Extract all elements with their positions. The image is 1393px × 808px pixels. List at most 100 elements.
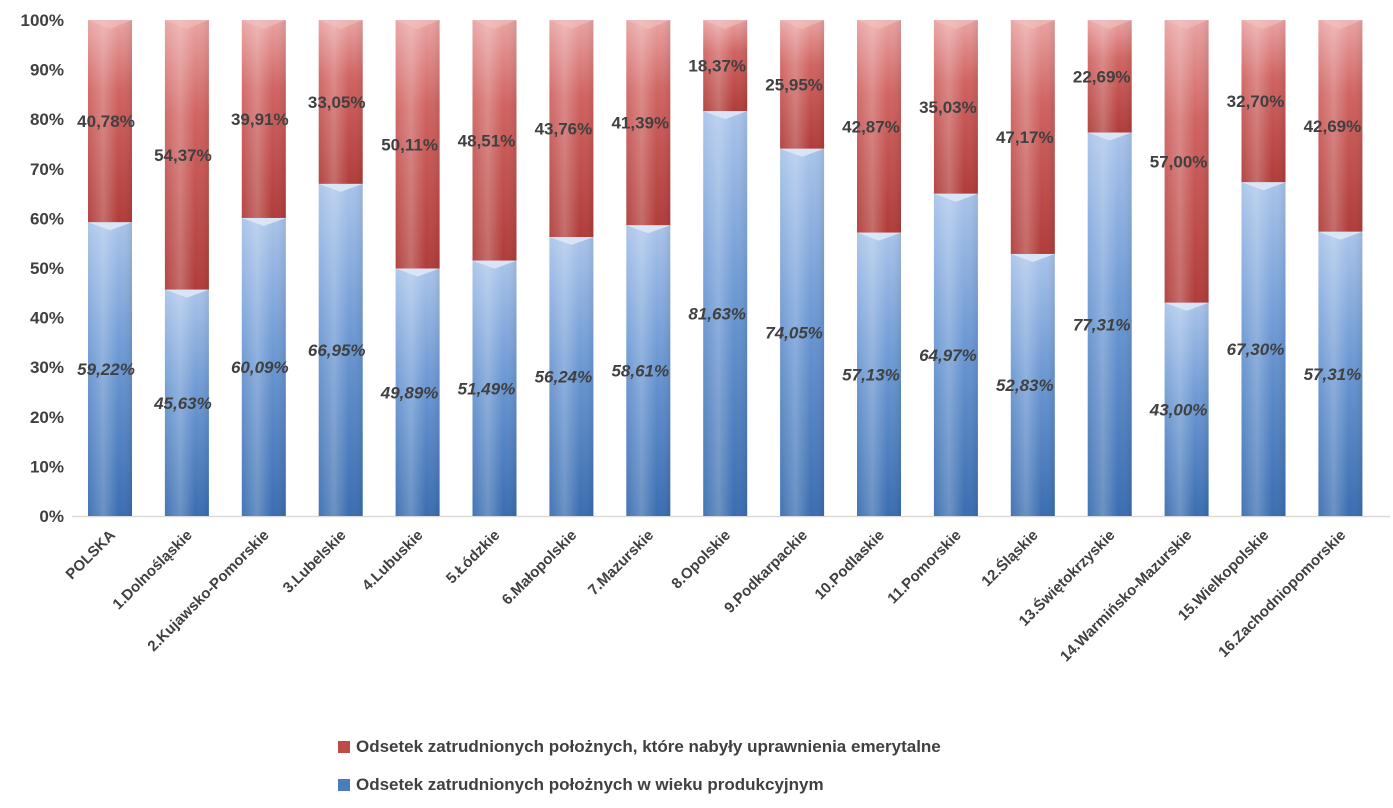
y-tick-label: 0%: [39, 507, 64, 526]
x-tick-label: 11.Pomorskie: [884, 527, 964, 607]
bar-top-bevel: [472, 20, 517, 29]
bar-seam-bevel: [1164, 302, 1209, 311]
bar-seam-bevel: [933, 193, 978, 202]
data-label-red: 42,87%: [842, 117, 900, 136]
bar-top-bevel: [1087, 20, 1132, 29]
bar-shine-blue: [857, 232, 901, 516]
data-label-blue: 67,30%: [1227, 340, 1285, 359]
y-tick-label: 70%: [30, 160, 64, 179]
data-label-blue: 56,24%: [535, 368, 593, 387]
bar-top-bevel: [703, 20, 748, 29]
bar-shine-red: [88, 20, 132, 223]
bar-shine-red: [318, 20, 363, 184]
bar-top-bevel: [857, 20, 901, 29]
legend-item-red: Odsetek zatrudnionych położnych, które n…: [338, 737, 1238, 757]
data-label-blue: 74,05%: [765, 323, 823, 342]
bar-seam-bevel: [780, 148, 825, 157]
data-label-red: 25,95%: [765, 75, 823, 94]
x-tick-label: 8.Opolskie: [668, 527, 734, 593]
bar-shine-red: [933, 20, 978, 194]
bar-top-bevel: [780, 20, 825, 29]
bar-shine-blue: [780, 148, 825, 516]
bar-top-bevel: [164, 20, 209, 29]
data-label-blue: 51,49%: [458, 379, 516, 398]
x-tick-label: 10.Podlaskie: [812, 527, 888, 603]
x-tick-label: 16.Zachodniopomorskie: [1215, 527, 1349, 661]
bar-top-bevel: [395, 20, 440, 29]
x-tick-label: 12.Śląskie: [978, 526, 1042, 590]
data-label-red: 43,76%: [535, 120, 593, 139]
data-label-red: 40,78%: [77, 112, 135, 131]
bar-shine-red: [1241, 20, 1286, 183]
x-tick-label: POLSKA: [63, 527, 119, 583]
data-label-red: 41,39%: [611, 114, 669, 133]
bar-shine-red: [703, 20, 748, 112]
axes: 0% 10% 20% 30% 40% 50% 60% 70% 80% 90% 100%: [21, 11, 1390, 526]
bar-shine-red: [626, 20, 671, 226]
bar-top-bevel: [549, 20, 594, 29]
bar-seam-bevel: [1318, 231, 1363, 240]
bar-shine-blue: [164, 289, 209, 516]
bar-seam-bevel: [1087, 132, 1132, 141]
y-tick-label: 50%: [30, 259, 64, 278]
data-label-red: 48,51%: [458, 131, 516, 150]
bar-shine-blue: [472, 260, 517, 516]
data-label-blue: 43,00%: [1149, 400, 1208, 419]
bar-shine-blue: [395, 268, 440, 516]
data-label-red: 54,37%: [154, 146, 212, 165]
bar-shine-red: [1318, 20, 1363, 232]
bar-shine-blue: [241, 217, 286, 516]
bar-seam-bevel: [164, 289, 209, 298]
bar-seam-bevel: [241, 217, 286, 226]
bar-shine-blue: [318, 183, 363, 517]
bar-top-bevel: [88, 20, 132, 29]
data-label-blue: 77,31%: [1073, 315, 1131, 334]
bar-shine-blue: [933, 193, 978, 517]
y-tick-label: 100%: [21, 11, 64, 30]
bar-shine-blue: [1241, 182, 1286, 516]
data-label-blue: 81,63%: [688, 305, 746, 324]
legend-label-blue: Odsetek zatrudnionych położnych w wieku …: [356, 775, 824, 794]
legend-swatch-red: [338, 741, 350, 753]
data-label-blue: 52,83%: [996, 376, 1054, 395]
y-tick-label: 90%: [30, 61, 64, 80]
bar-seam-bevel: [626, 225, 671, 234]
y-tick-label: 40%: [30, 309, 64, 328]
bar-seam-bevel: [1010, 253, 1055, 262]
x-tick-label: 14.Warmińsko-Mazurskie: [1057, 527, 1195, 665]
bar-shine-blue: [88, 222, 132, 516]
data-label-blue: 49,89%: [380, 383, 439, 402]
data-label-red: 50,11%: [381, 135, 438, 154]
bar-shine-red: [1010, 20, 1055, 254]
bar-seam-bevel: [549, 237, 594, 246]
y-tick-label: 30%: [30, 358, 64, 377]
data-label-red: 22,69%: [1073, 67, 1131, 86]
bar-shine-red: [241, 20, 286, 218]
bar-top-bevel: [933, 20, 978, 29]
bar-top-bevel: [1318, 20, 1363, 29]
x-tick-label: 4.Lubuskie: [359, 527, 426, 594]
data-label-red: 18,37%: [688, 57, 746, 76]
bars: [88, 20, 1363, 517]
data-label-blue: 64,97%: [919, 346, 977, 365]
x-tick-label: 5.Łódzkie: [443, 527, 503, 587]
x-tick-label: 9.Podkarpackie: [721, 527, 811, 617]
data-label-blue: 57,13%: [842, 365, 900, 384]
y-tick-label: 60%: [30, 209, 64, 228]
legend-item-blue: Odsetek zatrudnionych położnych w wieku …: [338, 775, 1238, 795]
bar-seam-bevel: [395, 268, 440, 277]
data-label-red: 42,69%: [1304, 117, 1362, 136]
bar-seam-bevel: [703, 111, 748, 120]
data-label-blue: 45,63%: [153, 394, 212, 413]
data-label-blue: 58,61%: [611, 362, 669, 381]
bar-seam-bevel: [1241, 182, 1286, 191]
bar-shine-blue: [1087, 132, 1132, 516]
bar-shine-red: [395, 20, 440, 269]
bar-top-bevel: [241, 20, 286, 29]
bar-shine-blue: [703, 111, 748, 516]
bar-shine-blue: [1318, 231, 1363, 516]
bar-top-bevel: [1010, 20, 1055, 29]
data-label-red: 32,70%: [1227, 92, 1285, 111]
